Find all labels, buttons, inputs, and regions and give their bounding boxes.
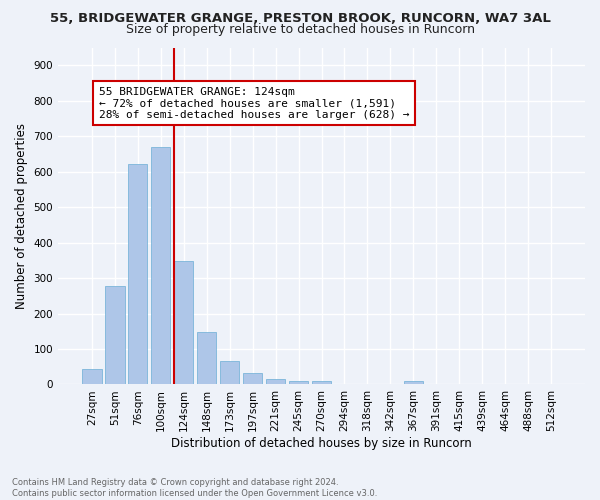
Bar: [151, 147, 170, 384]
Bar: [289, 380, 308, 384]
Bar: [128, 164, 148, 384]
Text: Contains HM Land Registry data © Crown copyright and database right 2024.
Contai: Contains HM Land Registry data © Crown c…: [12, 478, 377, 498]
Bar: [197, 332, 217, 384]
Bar: [404, 381, 423, 384]
Bar: [82, 369, 101, 384]
Text: 55 BRIDGEWATER GRANGE: 124sqm
← 72% of detached houses are smaller (1,591)
28% o: 55 BRIDGEWATER GRANGE: 124sqm ← 72% of d…: [98, 86, 409, 120]
Bar: [105, 286, 125, 384]
Bar: [174, 261, 193, 384]
Bar: [266, 379, 286, 384]
Y-axis label: Number of detached properties: Number of detached properties: [15, 123, 28, 309]
Bar: [220, 362, 239, 384]
Text: Size of property relative to detached houses in Runcorn: Size of property relative to detached ho…: [125, 22, 475, 36]
Bar: [312, 380, 331, 384]
Bar: [243, 373, 262, 384]
Text: 55, BRIDGEWATER GRANGE, PRESTON BROOK, RUNCORN, WA7 3AL: 55, BRIDGEWATER GRANGE, PRESTON BROOK, R…: [50, 12, 550, 26]
X-axis label: Distribution of detached houses by size in Runcorn: Distribution of detached houses by size …: [171, 437, 472, 450]
